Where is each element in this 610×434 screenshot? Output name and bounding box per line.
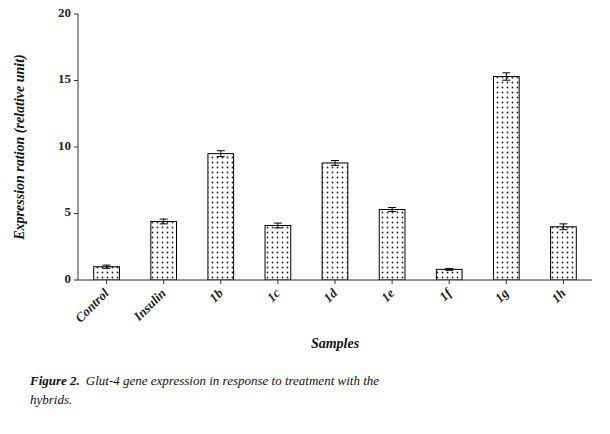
x-tick-label: Control [72, 285, 112, 325]
bars [94, 73, 577, 280]
bar [151, 221, 177, 280]
y-tick-label: 10 [58, 138, 71, 153]
x-tick [335, 280, 336, 284]
y-tick [74, 147, 78, 148]
x-tick [392, 280, 393, 284]
error-bar [217, 151, 225, 157]
x-tick [449, 280, 450, 284]
x-tick-label: 1h [548, 286, 568, 306]
bar [322, 163, 348, 280]
x-tick-label: 1e [378, 285, 397, 304]
error-bar [274, 223, 282, 228]
x-tick-label: 1g [492, 285, 512, 305]
bar [94, 267, 120, 280]
error-bar [502, 73, 510, 80]
y-tick [74, 213, 78, 214]
y-tick-label: 0 [65, 271, 72, 286]
bar [551, 227, 577, 280]
error-bar [160, 219, 168, 224]
x-tick [163, 280, 164, 284]
x-tick-label: 1f [436, 284, 455, 303]
x-tick [220, 280, 221, 284]
caption-lead: Figure 2. [29, 373, 80, 388]
chart: 0 5 10 15 20 Control Insulin 1b 1c 1d 1e 1f 1g 1h Samp… [0, 0, 610, 434]
error-bar [103, 265, 111, 268]
x-axis-label: Samples [311, 336, 360, 351]
x-tick-label: Insulin [130, 286, 169, 325]
error-bar [559, 224, 567, 230]
bar [493, 77, 519, 280]
x-tick [563, 280, 564, 284]
x-tick-label: 1d [320, 285, 340, 305]
error-bar [445, 268, 453, 270]
y-tick-label: 20 [58, 5, 71, 20]
y-tick [74, 280, 78, 281]
x-tick [106, 280, 107, 284]
y-axis-label: Expression ration (relative unit) [12, 54, 28, 241]
x-tick [277, 280, 278, 284]
bar [436, 269, 462, 280]
y-tick-label: 5 [65, 204, 72, 219]
y-tick-label: 15 [58, 71, 72, 86]
caption-text: hybrids. [30, 392, 72, 407]
x-tick [506, 280, 507, 284]
y-tick [74, 14, 78, 15]
y-tick [74, 80, 78, 81]
caption-text: Glut-4 gene expression in response to tr… [86, 373, 379, 388]
error-bar [388, 208, 396, 212]
error-bar [331, 161, 339, 166]
bar [208, 154, 234, 280]
caption-line: Figure 2. Glut-4 gene expression in respo… [29, 373, 379, 388]
x-tick-label: 1b [206, 285, 226, 305]
bar [379, 210, 405, 280]
bar [265, 225, 291, 280]
x-tick-label: 1c [264, 285, 283, 304]
